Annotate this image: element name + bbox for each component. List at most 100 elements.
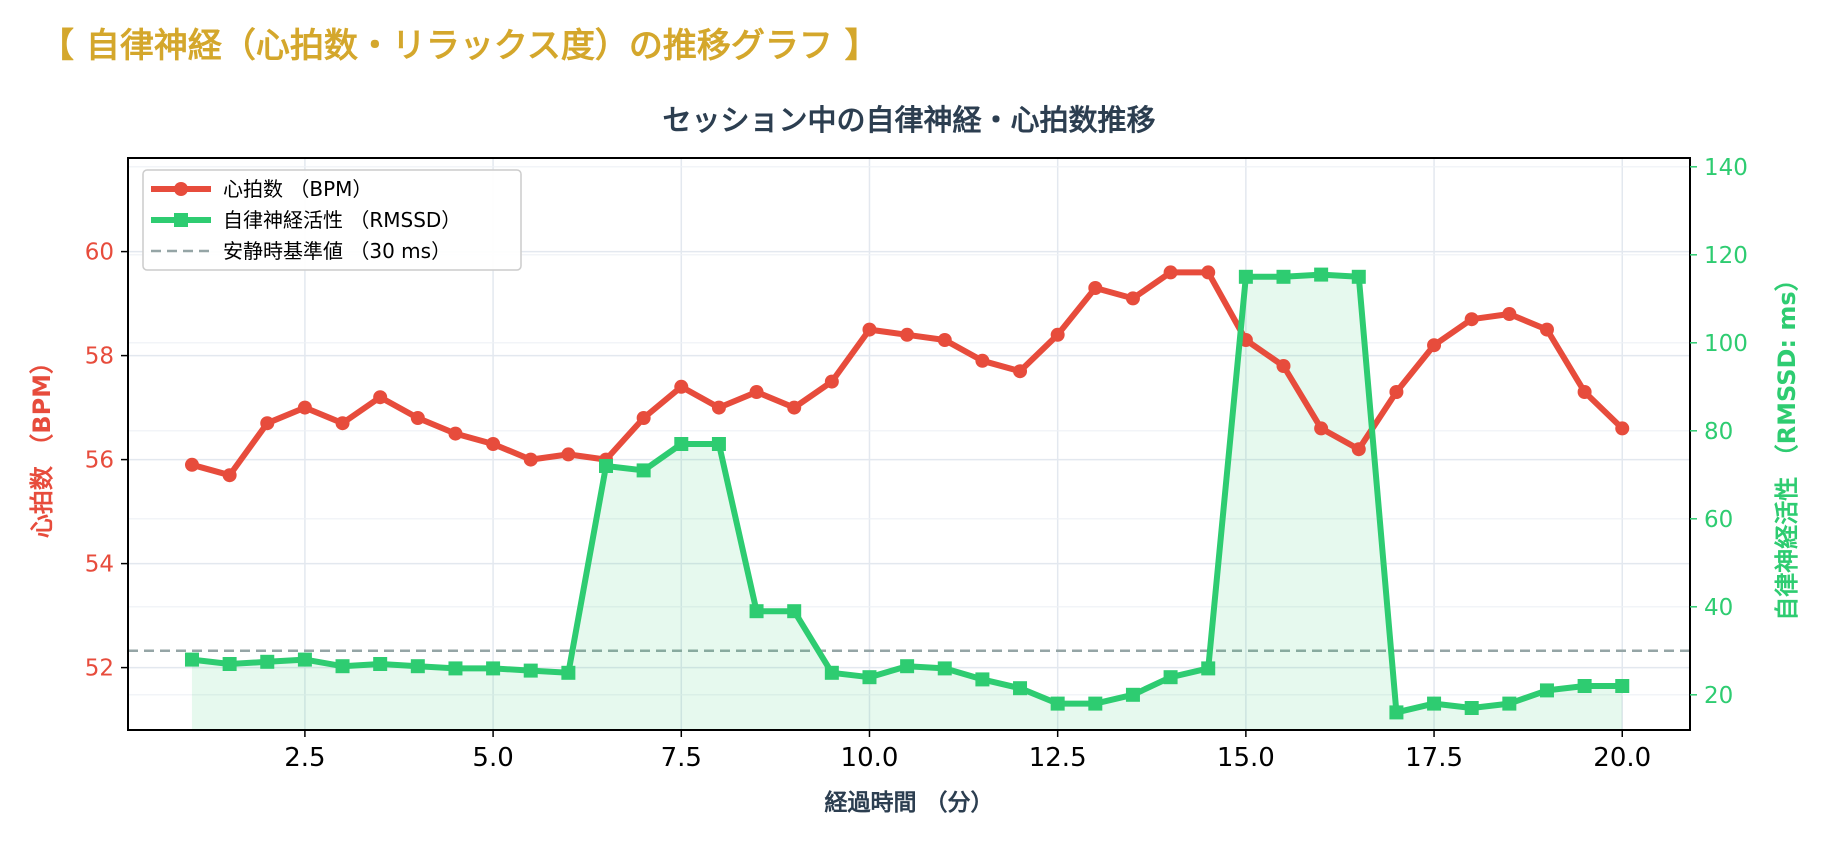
plot-frame [127,157,1691,731]
legend-label-rmssd: 自律神経活性 （RMSSD） [223,208,461,232]
legend: 心拍数 （BPM） 自律神経活性 （RMSSD） 安静時基準値 （30 ms） [142,169,522,271]
legend-marker-rmssd [174,213,188,227]
rmssd-point [1539,683,1554,698]
heart-rate-point [1013,364,1028,379]
heart-rate-point [1502,307,1517,321]
heart-rate-point [636,411,651,425]
y-right-tick-label: 40 [1704,595,1733,621]
rmssd-point [937,661,952,676]
heart-rate-point [1615,421,1630,436]
x-tick-label: 2.5 [284,743,325,773]
heart-rate-point [1539,322,1554,337]
rmssd-point [222,657,237,671]
heart-rate-point [410,411,425,425]
heart-rate-point [937,333,952,347]
rmssd-point [749,604,764,619]
heart-rate-point [373,390,388,405]
heart-rate-point [787,400,802,415]
rmssd-point [1314,267,1329,282]
rmssd-point [373,657,388,671]
rmssd-area [191,274,1623,730]
rmssd-point [184,652,199,667]
grid [128,158,1690,730]
rmssd-point [1238,269,1253,284]
series-layer [184,265,1630,720]
y-right-tick-label: 60 [1704,507,1733,533]
x-tick-label: 15.0 [1217,743,1275,773]
rmssd-point [1502,696,1517,711]
rmssd-point [1615,679,1630,693]
rmssd-point [1125,687,1140,702]
rmssd-point [486,661,501,676]
x-tick-label: 17.5 [1405,743,1463,773]
rmssd-point [674,437,689,451]
rmssd-fill-layer [191,274,1623,730]
heart-rate-point [824,374,839,389]
y-left-tick-label: 56 [85,448,114,474]
y-right-tick-label: 20 [1704,683,1733,709]
y-left-tick-label: 60 [85,240,114,266]
rmssd-point [975,672,990,687]
rmssd-point [1050,696,1065,711]
rmssd-point [448,661,463,676]
y-right-axis-label: 自律神経活性 （RMSSD: ms） [1773,267,1801,620]
heart-rate-point [184,457,199,472]
y-left-tick-label: 54 [85,552,114,578]
heart-rate-point [862,322,877,337]
heart-rate-point [1050,327,1065,342]
heart-rate-line [191,269,1625,479]
rmssd-point [787,604,802,619]
heart-rate-point [711,400,726,415]
heart-rate-point [297,400,312,415]
page-heading: 【 自律神経（心拍数・リラックス度）の推移グラフ 】 [40,26,879,66]
x-tick-label: 12.5 [1029,743,1087,773]
rmssd-point [711,437,726,451]
heart-rate-point [448,426,463,441]
heart-rate-point [1577,385,1592,399]
rmssd-point [1201,661,1216,676]
heart-rate-point [1088,281,1103,295]
rmssd-point [561,665,576,680]
rmssd-point [599,459,614,473]
heart-rate-point [260,416,275,431]
heart-rate-point [1163,265,1178,280]
legend-label-heart-rate: 心拍数 （BPM） [223,177,372,201]
heart-rate-point [1351,442,1366,457]
rmssd-point [636,463,651,478]
x-tick-label: 20.0 [1593,743,1651,773]
heart-rate-point [1389,385,1404,399]
heart-rate-point [1125,291,1140,306]
heart-rate-point [975,353,990,368]
x-tick-label: 5.0 [472,743,513,773]
rmssd-point [1351,269,1366,284]
heart-rate-point [1464,312,1479,327]
chart-title: セッション中の自律神経・心拍数推移 [662,103,1155,137]
rmssd-point [862,670,877,685]
rmssd-point [1577,679,1592,693]
x-tick-label: 7.5 [661,743,702,773]
heart-rate-point [222,468,237,483]
rmssd-point [1464,701,1479,715]
legend-marker-heart-rate [174,182,188,196]
x-axis-label: 経過時間 （分） [824,789,993,816]
heart-rate-point [1427,338,1442,353]
heart-rate-point [1276,359,1291,373]
rmssd-point [260,654,275,669]
tick-layer: 2.5 5.0 7.5 10.0 12.5 15.0 17.5 20.0 52 54 56 58 60 2… [85,155,1748,773]
y-right-tick-label: 120 [1704,243,1748,269]
heart-rate-point [486,437,501,451]
rmssd-point [900,659,915,674]
y-right-tick-label: 100 [1704,331,1748,357]
y-right-tick-label: 140 [1704,155,1748,181]
rmssd-point [297,652,312,667]
heart-rate-point [523,452,538,467]
x-tick-label: 10.0 [841,743,899,773]
y-left-axis-label: 心拍数 （BPM） [28,350,56,538]
heart-rate-point [1201,265,1216,280]
rmssd-point [1163,670,1178,685]
heart-rate-point [900,327,915,342]
heart-rate-point [749,385,764,399]
legend-label-baseline: 安静時基準値 （30 ms） [223,239,451,263]
heart-rate-point [674,379,689,394]
